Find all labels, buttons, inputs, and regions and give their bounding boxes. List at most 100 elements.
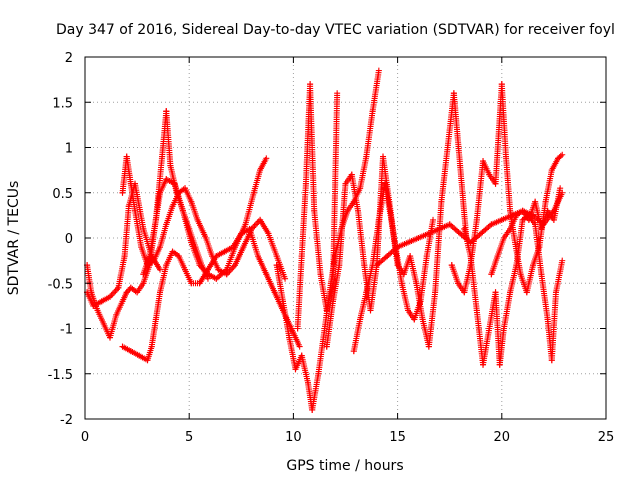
- y-axis-label: SDTVAR / TECUs: [6, 181, 22, 296]
- series-markers: [323, 153, 436, 350]
- data-point: [321, 325, 328, 332]
- data-point: [544, 207, 551, 214]
- data-point: [148, 343, 155, 350]
- data-point: [559, 151, 566, 158]
- data-point: [204, 271, 211, 278]
- data-point: [302, 180, 309, 187]
- data-point: [163, 262, 170, 269]
- data-point: [438, 198, 445, 205]
- data-point: [523, 289, 530, 296]
- data-point: [296, 343, 303, 350]
- data-point: [140, 271, 147, 278]
- data-point: [263, 271, 270, 278]
- data-point: [175, 253, 182, 260]
- data-point: [307, 81, 314, 88]
- data-point: [367, 307, 374, 314]
- data-point: [407, 253, 414, 260]
- data-point: [182, 185, 189, 192]
- axis-ticks: 0 5 10 15 20 25 -2 -1.5 -1 -0.5 0 0.5 1 1.5 2: [48, 51, 615, 445]
- data-point: [188, 239, 195, 246]
- data-point: [121, 253, 128, 260]
- data-point: [532, 198, 539, 205]
- series-arc-7: [273, 67, 382, 413]
- data-point: [357, 185, 364, 192]
- data-point: [157, 266, 164, 273]
- data-point: [273, 253, 280, 260]
- data-point: [157, 244, 164, 251]
- series-arc-4: [119, 153, 289, 282]
- data-point: [394, 244, 401, 251]
- data-point: [542, 198, 549, 205]
- chart-title: Day 347 of 2016, Sidereal Day-to-day VTE…: [56, 22, 615, 38]
- data-point: [498, 81, 505, 88]
- data-point: [157, 289, 164, 296]
- y-tick-label: 0: [65, 232, 73, 247]
- data-point: [411, 316, 418, 323]
- series-markers: [273, 69, 382, 413]
- data-point: [486, 325, 493, 332]
- data-point: [361, 262, 368, 269]
- data-point: [375, 216, 382, 223]
- data-point: [500, 325, 507, 332]
- data-point: [519, 216, 526, 223]
- series-arc-10: [350, 90, 470, 355]
- data-point: [279, 298, 286, 305]
- data-point: [502, 153, 509, 160]
- data-point: [169, 248, 176, 255]
- data-point: [167, 162, 174, 169]
- data-point: [405, 307, 412, 314]
- data-point: [98, 298, 105, 305]
- data-point: [532, 221, 539, 228]
- series-markers: [84, 180, 162, 309]
- data-point: [257, 167, 264, 174]
- series-arc-8: [294, 81, 341, 332]
- data-point: [513, 212, 520, 219]
- data-point: [486, 171, 493, 178]
- data-point: [171, 180, 178, 187]
- data-point: [152, 216, 159, 223]
- data-point: [380, 153, 387, 160]
- data-point: [363, 153, 370, 160]
- data-point: [304, 379, 311, 386]
- data-point: [446, 221, 453, 228]
- data-point: [419, 316, 426, 323]
- data-point: [461, 225, 468, 232]
- data-series: [84, 67, 566, 413]
- data-point: [90, 302, 97, 309]
- data-point: [329, 280, 336, 287]
- data-point: [557, 185, 564, 192]
- data-point: [163, 221, 170, 228]
- data-point: [480, 158, 487, 165]
- data-point: [265, 230, 272, 237]
- data-point: [494, 253, 501, 260]
- data-point: [294, 325, 301, 332]
- data-point: [273, 262, 280, 269]
- data-point: [384, 253, 391, 260]
- series-arc-5: [119, 225, 303, 364]
- data-point: [263, 155, 270, 162]
- data-point: [388, 216, 395, 223]
- series-arc-6: [140, 155, 270, 282]
- data-point: [179, 207, 186, 214]
- data-point: [215, 266, 222, 273]
- data-point: [213, 253, 220, 260]
- data-point: [123, 289, 130, 296]
- x-tick-label: 0: [81, 430, 89, 445]
- data-point: [488, 271, 495, 278]
- data-point: [309, 406, 316, 413]
- data-point: [457, 230, 464, 237]
- data-point: [513, 262, 520, 269]
- data-point: [125, 203, 132, 210]
- y-tick-label: 1: [65, 142, 73, 157]
- data-point: [415, 235, 422, 241]
- data-point: [548, 167, 555, 174]
- data-point: [152, 316, 159, 323]
- data-point: [467, 239, 474, 246]
- data-point: [119, 343, 126, 350]
- data-point: [323, 307, 330, 314]
- data-point: [413, 280, 420, 287]
- data-point: [400, 271, 407, 278]
- data-point: [552, 289, 559, 296]
- y-tick-label: -2: [60, 413, 73, 428]
